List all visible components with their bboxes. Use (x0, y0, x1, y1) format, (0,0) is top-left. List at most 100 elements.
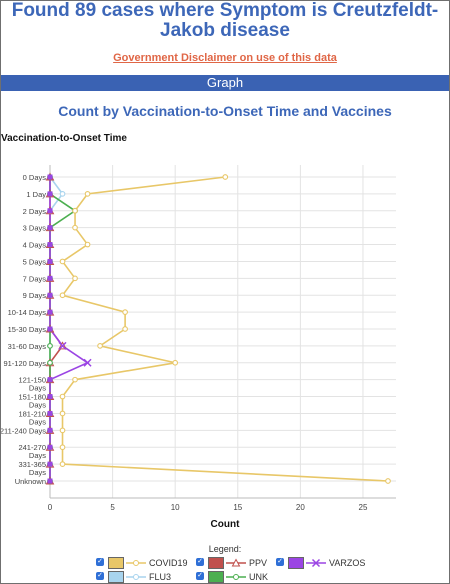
point-covid19 (72, 376, 78, 383)
y-tick-label: 91-120 Days (3, 359, 46, 368)
point-varzos (47, 326, 53, 332)
point-covid19 (72, 275, 78, 282)
chart-title: Count by Vaccination-to-Onset Time and V… (58, 103, 392, 119)
y-tick-label: 5 Days (23, 257, 47, 266)
legend-checkbox-unk[interactable]: ✓ (196, 572, 204, 580)
legend-item-varzos[interactable]: ✓ VARZOS (276, 557, 386, 569)
legend-swatch-unk (208, 571, 224, 583)
legend-checkbox-ppv[interactable]: ✓ (196, 558, 204, 566)
point-covid19 (72, 207, 78, 214)
legend-item-covid19[interactable]: ✓ COVID19 (96, 557, 206, 569)
y-tick-label: 2 Days (23, 207, 47, 216)
legend-swatch-ppv (208, 557, 224, 569)
legend-title: Legend: (208, 544, 242, 554)
legend-label-ppv: PPV (249, 558, 268, 568)
legend-line-covid19 (126, 560, 146, 566)
legend-item-flu3[interactable]: ✓ FLU3 (96, 571, 206, 583)
y-tick-label: 151-180 Days (18, 393, 46, 410)
legend-swatch-varzos (288, 557, 304, 569)
y-tick-label: 181-210 Days (18, 409, 46, 426)
legend-label-flu3: FLU3 (149, 572, 172, 582)
point-covid19 (59, 292, 66, 299)
point-covid19 (222, 174, 229, 180)
legend-checkbox-covid19[interactable]: ✓ (96, 558, 104, 566)
point-covid19 (59, 461, 66, 467)
point-flu3 (59, 191, 66, 197)
legend-swatch-flu3 (108, 571, 124, 583)
legend-item-ppv[interactable]: ✓ PPV (196, 557, 306, 569)
x-tick-label: 0 (48, 503, 53, 512)
disclaimer-link[interactable]: Government Disclaimer on use of this dat… (113, 52, 337, 64)
point-varzos (47, 242, 53, 248)
legend-checkbox-varzos[interactable]: ✓ (276, 558, 284, 566)
point-covid19 (59, 410, 66, 417)
y-tick-label: 331-365 Days (18, 460, 46, 477)
point-varzos (58, 341, 67, 350)
point-varzos (47, 275, 53, 281)
point-covid19 (59, 258, 66, 265)
point-varzos (47, 377, 53, 383)
point-varzos (47, 410, 53, 416)
x-tick-label: 15 (233, 503, 242, 512)
point-covid19 (59, 393, 66, 400)
point-varzos (47, 225, 53, 231)
legend-item-unk[interactable]: ✓ UNK (196, 571, 306, 583)
point-varzos (47, 258, 53, 264)
legend-line-unk (226, 574, 246, 580)
point-varzos (47, 309, 53, 315)
point-covid19 (84, 241, 91, 248)
point-covid19 (385, 478, 391, 484)
point-varzos (47, 174, 53, 180)
y-tick-label: 241-270 Days (18, 443, 46, 460)
y-tick-label: 121-150 Days (18, 376, 46, 393)
y-tick-label: 10-14 Days (8, 308, 47, 317)
legend-label-covid19: COVID19 (149, 558, 188, 568)
point-varzos (47, 461, 53, 467)
legend-line-varzos (306, 558, 326, 568)
x-axis-label: Count (210, 519, 240, 530)
y-tick-label: 3 Days (23, 224, 47, 233)
point-covid19 (59, 444, 66, 451)
point-varzos (47, 292, 53, 298)
legend-line-flu3 (126, 574, 146, 580)
page-title: Found 89 cases where Symptom is Creutzfe… (1, 1, 449, 41)
point-covid19 (172, 359, 179, 366)
legend-line-ppv (226, 558, 246, 567)
point-varzos (47, 444, 53, 450)
point-covid19 (97, 343, 103, 349)
point-covid19 (122, 326, 128, 332)
legend-label-unk: UNK (249, 572, 269, 582)
y-tick-label: 0 Days (23, 173, 47, 182)
legend-checkbox-flu3[interactable]: ✓ (96, 572, 104, 580)
y-tick-label: 9 Days (23, 291, 47, 300)
page-title-line-1: Found 89 cases where Symptom is Creutzfe… (11, 0, 439, 21)
point-varzos (47, 208, 53, 214)
point-unk (47, 359, 53, 366)
x-tick-label: 5 (110, 503, 115, 512)
point-unk (47, 343, 53, 349)
y-axis-label: Vaccination-to-Onset Time (1, 133, 127, 144)
y-tick-label: 15-30 Days (8, 325, 47, 334)
legend-swatch-covid19 (108, 557, 124, 569)
y-tick-label: Unknown (15, 477, 46, 486)
y-tick-label: 31-60 Days (8, 342, 47, 351)
point-covid19 (72, 224, 78, 231)
point-varzos (47, 478, 53, 484)
point-covid19 (84, 191, 91, 197)
point-varzos (47, 394, 53, 400)
point-covid19 (122, 309, 128, 315)
point-varzos (47, 427, 53, 433)
y-tick-label: 4 Days (23, 241, 47, 250)
page-title-line-2: Jakob disease (160, 20, 290, 41)
graph-section-bar: Graph (1, 75, 449, 91)
legend-label-varzos: VARZOS (329, 558, 366, 568)
point-varzos (83, 358, 92, 367)
y-tick-label: 211-240 Days (1, 426, 46, 435)
x-tick-label: 10 (171, 503, 180, 512)
y-tick-label: 1 Day (26, 190, 46, 199)
point-covid19 (59, 427, 66, 434)
y-tick-label: 7 Days (23, 274, 47, 283)
x-tick-label: 20 (296, 503, 305, 512)
